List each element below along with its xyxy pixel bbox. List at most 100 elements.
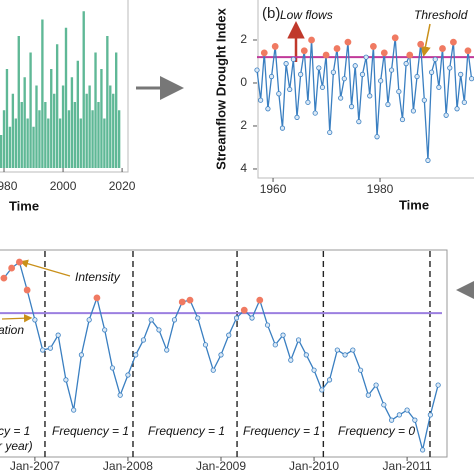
data-point [334,347,340,353]
data-point [367,93,373,99]
data-point [363,54,369,60]
bar [44,102,47,168]
data-point [240,306,248,314]
data-point [233,315,240,321]
data-point [357,367,364,373]
y-tick-label: 0 [240,75,247,89]
data-point [406,51,414,59]
annotation: ation [0,323,24,337]
y-tick-label: 2 [240,118,247,132]
data-point [71,407,77,413]
data-point [290,56,296,62]
data-point [344,38,352,46]
data-point [396,88,402,95]
threshold-arrow [420,23,431,57]
data-point [23,286,31,294]
data-point [8,264,16,272]
data-point [32,317,38,323]
frequency-label: Frequency = 0 [338,424,415,438]
data-point [86,317,92,323]
data-point [109,365,116,371]
bar [73,102,77,168]
bar [26,118,29,168]
data-point [311,367,317,373]
bar [2,110,6,168]
annotation: Threshold [414,8,468,22]
y-axis-label: Streamflow Drought Index [213,7,228,170]
x-tick-label: Jan-2008 [103,459,153,473]
bar [88,85,91,168]
data-point [0,274,8,282]
data-point [218,352,224,358]
data-point [319,387,325,393]
x-tick-label: Jan-2007 [10,459,60,473]
bar [76,60,79,168]
bar [97,102,100,168]
data-point [319,84,326,90]
data-point [78,352,85,358]
x-tick-label: 2020 [109,179,136,193]
bar [53,93,56,168]
data-point [326,377,333,383]
data-point [312,110,318,116]
bar [58,118,62,168]
data-point [102,327,108,333]
bar [61,85,65,168]
data-point [294,114,300,120]
data-point [385,101,391,108]
data-point [420,447,426,453]
bar [109,85,112,168]
bar [8,126,12,168]
data-point [249,315,255,321]
bar [100,69,103,168]
annotation: Low flows [280,8,333,22]
data-point [276,91,282,97]
x-tick-label: Jan-2010 [289,459,339,473]
data-point [327,129,333,136]
frequency-label: Frequency = 1 [148,424,225,438]
bar [32,126,35,168]
data-point [280,332,286,338]
data-point [333,45,341,52]
data-point [133,352,139,358]
x-tick-label: 1980 [0,179,18,193]
data-point [369,43,377,50]
data-point [404,407,410,413]
intensity-arrow [19,259,71,277]
data-point [322,51,330,59]
data-point [468,76,474,82]
data-point [330,69,336,75]
bar [5,69,9,168]
data-point [458,71,464,77]
x-tick-label: 1980 [367,182,394,196]
bar [55,44,59,168]
bar [94,52,97,168]
x-axis-label: Time [399,197,429,212]
data-point [93,294,101,302]
data-point [271,43,279,50]
bar [82,11,85,168]
bar [38,110,41,168]
data-point [148,317,154,323]
bar [117,110,121,168]
data-point [414,73,420,80]
bar [29,52,32,168]
data-point [338,95,344,101]
data-point [454,106,460,112]
bar [79,118,82,168]
data-point [373,382,379,388]
data-point [63,377,69,383]
bar [14,118,18,168]
data-point [186,296,194,304]
data-point [279,125,286,131]
data-point [341,76,347,82]
data-point [352,63,358,69]
bar [85,93,88,168]
data-point [260,49,268,57]
data-point [283,61,289,67]
data-point [374,134,380,140]
data-point [443,112,449,118]
data-point [258,97,264,103]
data-point [342,352,348,358]
data-point [461,99,467,105]
